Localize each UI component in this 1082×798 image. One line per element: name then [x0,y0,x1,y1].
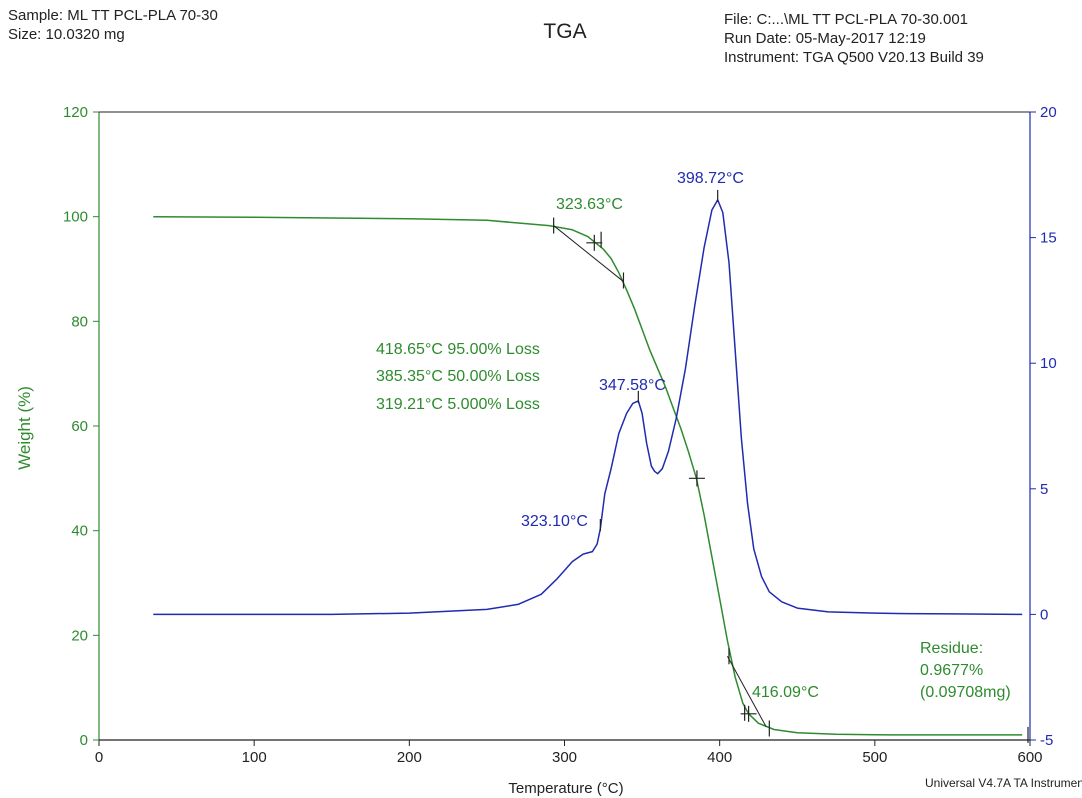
offset-tangent-line [726,656,767,728]
x-tick-label: 100 [242,749,267,766]
x-axis-title: Temperature (°C) [508,780,623,797]
sample-info: Sample: ML TT PCL-PLA 70-30 Size: 10.032… [8,6,218,44]
annotation-offset-416: 416.09°C [752,684,819,701]
software-credit: Universal V4.7A TA Instruments [925,776,1082,790]
markers-group [553,189,1029,743]
residue-label: Residue: [920,640,983,657]
annotation-peak-323: 323.10°C [521,513,588,530]
sample-name: Sample: ML TT PCL-PLA 70-30 [8,7,218,24]
x-tick-label: 0 [95,749,103,766]
series-group [153,199,1023,736]
annotation-onset-323-63: 323.63°C [556,196,623,213]
residue-percent: 0.9677% [920,662,983,679]
y2-tick-label: -5 [1040,732,1053,749]
y-tick-label: 40 [71,523,88,540]
x-tick-label: 300 [552,749,577,766]
y-tick-label: 120 [63,104,88,121]
x-tick-label: 400 [707,749,732,766]
x-tick-label: 600 [1017,749,1042,766]
y-tick-label: 20 [71,627,88,644]
y-axis-title: Weight (%) [15,386,34,470]
y2-tick-label: 5 [1040,481,1048,498]
annotation-peak-347: 347.58°C [599,377,666,394]
y-tick-label: 80 [71,313,88,330]
y-tick-label: 100 [63,209,88,226]
axes-group: 0 100 200 300 400 500 600 0 20 40 60 80 100 120 -5 0 5 10… [63,104,1057,766]
annotation-loss-95: 418.65°C 95.00% Loss [376,341,540,358]
y2-tick-label: 0 [1040,606,1048,623]
weight-curve [153,215,1023,736]
y2-tick-label: 15 [1040,230,1057,247]
y-tick-label: 0 [80,732,88,749]
residue-mass: (0.09708mg) [920,684,1011,701]
onset-tangent-line [553,225,624,282]
sample-size: Size: 10.0320 mg [8,26,125,43]
x-tick-label: 500 [862,749,887,766]
y2-tick-label: 20 [1040,104,1057,121]
chart-title: TGA [543,20,587,43]
run-info: File: C:...\ML TT PCL-PLA 70-30.001 Run … [724,10,984,67]
run-date: Run Date: 05-May-2017 12:19 [724,30,926,47]
y2-tick-label: 10 [1040,355,1057,372]
annotation-loss-50: 385.35°C 50.00% Loss [376,368,540,385]
annotation-peak-398: 398.72°C [677,170,744,187]
file-path: File: C:...\ML TT PCL-PLA 70-30.001 [724,11,968,28]
x-tick-label: 200 [397,749,422,766]
derivative-curve [153,199,1023,616]
y-tick-label: 60 [71,418,88,435]
instrument-name: Instrument: TGA Q500 V20.13 Build 39 [724,49,984,66]
annotation-loss-5: 319.21°C 5.000% Loss [376,396,540,413]
